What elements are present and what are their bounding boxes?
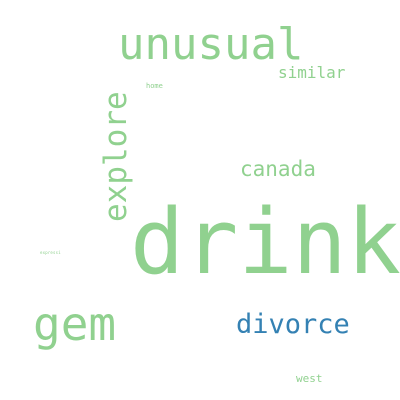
word-canada: canada [240,157,316,181]
word-west: west [296,372,323,385]
word-divorce: divorce [236,309,350,340]
word-tiny: expressi [40,250,61,255]
word-home: home [146,82,163,90]
word-unusual: unusual [118,19,304,70]
word-similar: similar [278,63,346,82]
word-drink: drink [130,190,400,295]
word-explore: explore [98,91,134,222]
word-gem: gem [33,297,117,351]
